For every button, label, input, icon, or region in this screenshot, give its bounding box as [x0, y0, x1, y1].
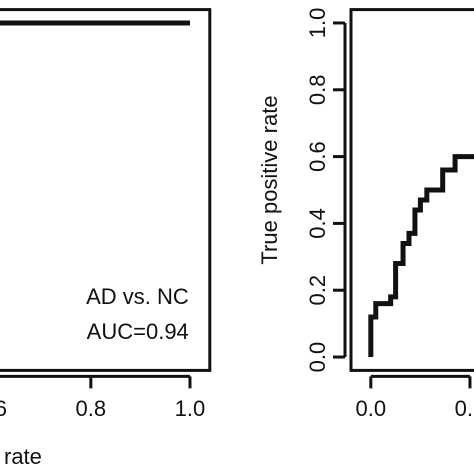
x-tick-label: 0.8: [76, 396, 107, 421]
y-tick-label: 1.0: [305, 8, 330, 39]
y-tick-label: 0.2: [305, 275, 330, 306]
plot-frame: [349, 8, 474, 372]
x-axis-label: rate: [4, 444, 42, 469]
y-tick-label: 0.4: [305, 208, 330, 239]
annotation: AUC=0.94: [87, 319, 189, 344]
x-tick-label: 0.6: [0, 396, 7, 421]
plot-frame: [0, 8, 212, 372]
y-tick-label: 0.8: [305, 74, 330, 105]
x-tick-label: 1.0: [175, 396, 206, 421]
y-axis-label: True positive rate: [257, 95, 282, 264]
x-tick-label: 0.0: [356, 396, 387, 421]
y-tick-label: 0.6: [305, 141, 330, 172]
x-tick-label: 0.2: [455, 396, 474, 421]
y-tick-label: 0.0: [305, 342, 330, 373]
roc-line: [368, 154, 474, 358]
annotation: AD vs. NC: [86, 284, 189, 309]
